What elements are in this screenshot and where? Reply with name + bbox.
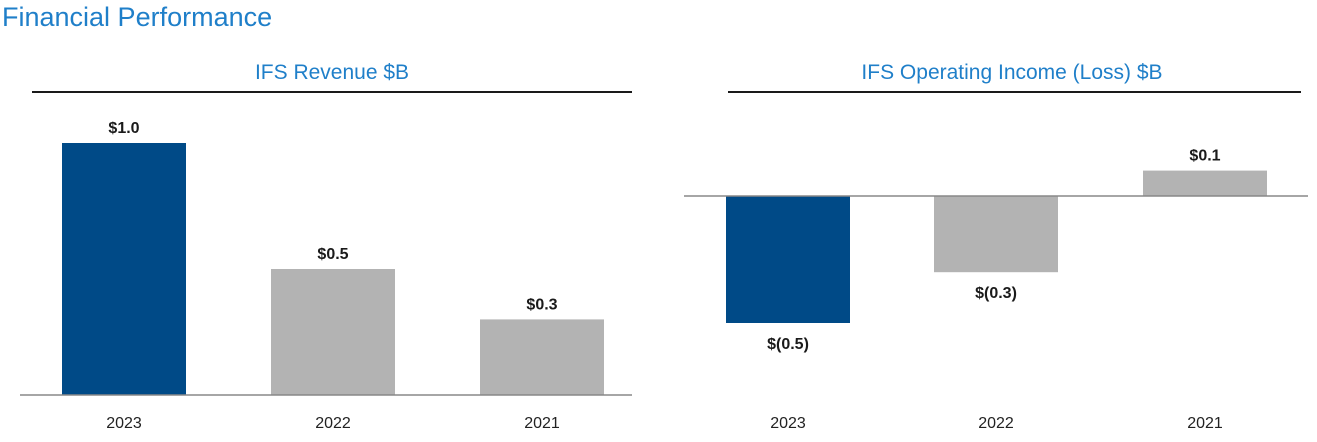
revenue-bar-2023 [62, 143, 186, 395]
operating-income-value-label-2021: $0.1 [1189, 148, 1220, 165]
operating-income-value-label-2023: $(0.5) [767, 336, 809, 353]
revenue-chart-title: IFS Revenue $B [254, 61, 410, 84]
revenue-value-label-2023: $1.0 [108, 120, 139, 137]
operating-income-category-label-2023: 2023 [770, 415, 806, 432]
operating-income-bar-2022 [934, 196, 1058, 273]
operating-income-category-label-2022: 2022 [978, 415, 1014, 432]
revenue-bar-2021 [480, 319, 604, 395]
operating-income-bar-2021 [1143, 170, 1267, 196]
operating-income-category-label-2021: 2021 [1187, 415, 1223, 432]
revenue-value-label-2021: $0.3 [526, 296, 557, 313]
revenue-category-label-2021: 2021 [524, 415, 560, 432]
revenue-title-rule [32, 91, 632, 93]
operating-income-bar-2023 [726, 196, 850, 323]
operating-income-value-label-2022: $(0.3) [975, 285, 1017, 302]
page-title: Financial Performance [2, 2, 273, 32]
operating-income-chart-title: IFS Operating Income (Loss) $B [861, 61, 1163, 84]
operating-income-title-rule [728, 91, 1301, 93]
revenue-value-label-2022: $0.5 [317, 246, 348, 263]
revenue-category-label-2023: 2023 [106, 415, 142, 432]
revenue-bar-2022 [271, 269, 395, 395]
revenue-category-label-2022: 2022 [315, 415, 351, 432]
